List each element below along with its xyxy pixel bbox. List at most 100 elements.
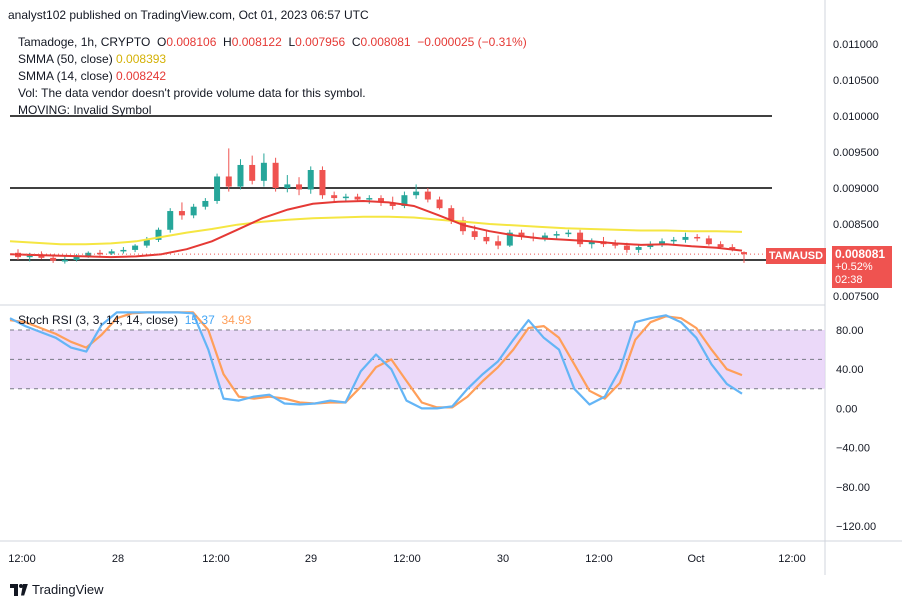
time-tick-label: 30: [497, 553, 509, 565]
candle-body: [284, 184, 291, 188]
candle-body: [214, 176, 221, 201]
candle-body: [541, 235, 548, 239]
candle-body: [108, 251, 115, 254]
low-value: 0.007956: [295, 35, 346, 49]
time-tick-label: Oct: [687, 553, 704, 565]
candle-body: [448, 208, 455, 221]
candle-body: [319, 170, 326, 196]
smma50-legend: SMMA (50, close) 0.008393: [18, 52, 167, 66]
ohlc-legend: Tamadoge, 1h, CRYPTO O0.008106 H0.008122…: [18, 35, 527, 49]
candle-body: [237, 164, 244, 187]
time-tick-label: 12:00: [202, 553, 230, 565]
candle-body: [378, 198, 384, 203]
price-tag-change: +0.52%: [835, 261, 873, 273]
candle-body: [401, 195, 408, 206]
stoch-k-line: [9, 311, 743, 410]
candle-body: [50, 257, 57, 261]
candle-body: [670, 239, 677, 242]
candle-body: [553, 234, 560, 236]
candle-body: [155, 229, 162, 240]
symbol-tag: TAMAUSD: [766, 248, 826, 264]
change-value: −0.000025 (−0.31%): [417, 35, 527, 49]
stoch-tick-label: −40.00: [836, 443, 870, 455]
time-tick-label: 12:00: [778, 553, 806, 565]
price-tag-countdown: 02:38: [835, 274, 863, 286]
open-value: 0.008106: [166, 35, 217, 49]
candle-body: [612, 244, 619, 246]
time-tick-label: 12:00: [8, 553, 36, 565]
stoch-tick-label: 40.00: [836, 364, 864, 376]
candle-body: [120, 249, 127, 252]
candle-body: [717, 244, 724, 248]
candle-body: [354, 196, 361, 200]
price-tick-label: 0.010500: [833, 75, 879, 87]
candle-body: [38, 255, 45, 258]
candle-body: [260, 162, 267, 181]
symbol-label: Tamadoge, 1h, CRYPTO: [18, 35, 151, 49]
time-tick-label: 12:00: [393, 553, 421, 565]
volume-legend: Vol: The data vendor doesn't provide vol…: [18, 86, 366, 100]
candle-body: [565, 232, 572, 235]
smma14-legend: SMMA (14, close) 0.008242: [18, 69, 167, 83]
candle-body: [85, 252, 92, 257]
candle-body: [413, 191, 420, 196]
price-tick-label: 0.009500: [833, 147, 879, 159]
stoch-tick-label: −80.00: [836, 482, 870, 494]
stoch-d-value: 34.93: [221, 313, 252, 327]
candle-body: [588, 241, 595, 245]
stoch-legend: Stoch RSI (3, 3, 14, 14, close) 15.37 34…: [18, 313, 252, 327]
price-tag: 0.008081 +0.52% 02:38: [832, 246, 892, 288]
high-value: 0.008122: [231, 35, 282, 49]
candle-body: [307, 170, 314, 190]
candle-body: [483, 236, 490, 242]
close-value: 0.008081: [360, 35, 411, 49]
stoch-tick-label: 0.00: [836, 403, 857, 415]
stoch-k-value: 15.37: [184, 313, 215, 327]
stoch-band: [10, 330, 825, 389]
candle-body: [577, 232, 584, 245]
tradingview-logo-icon: [10, 583, 28, 596]
smma50-value: 0.008393: [116, 52, 167, 66]
candle-body: [249, 164, 256, 181]
publisher-line: analyst102 published on TradingView.com,…: [8, 8, 369, 22]
candle-body: [506, 232, 513, 246]
candle-body: [331, 195, 338, 199]
time-tick-label: 29: [305, 553, 317, 565]
price-tag-price: 0.008081: [835, 247, 886, 261]
candle-body: [132, 245, 139, 250]
tradingview-brand: TradingView: [10, 582, 104, 597]
candle-body: [623, 245, 630, 250]
candle-body: [436, 199, 443, 209]
candle-body: [682, 236, 689, 240]
candle-body: [178, 211, 185, 216]
candle-body: [190, 206, 197, 216]
smma50-line: [9, 215, 743, 246]
smma14-value: 0.008242: [116, 69, 167, 83]
candle-body: [705, 238, 712, 245]
stoch-tick-label: −120.00: [836, 521, 876, 533]
candle-body: [729, 247, 736, 250]
moving-legend: MOVING: Invalid Symbol: [18, 103, 152, 117]
candle-body: [296, 184, 303, 190]
candle-body: [61, 260, 68, 262]
price-tick-label: 0.009000: [833, 183, 879, 195]
price-tick-label: 0.011000: [833, 39, 878, 51]
candle-body: [389, 202, 396, 206]
candle-body: [471, 231, 478, 237]
candle-body: [225, 176, 232, 187]
smma14-line: [9, 199, 743, 259]
candle-body: [202, 200, 209, 207]
candle-body: [272, 162, 279, 188]
candle-body: [26, 255, 33, 258]
candle-body: [635, 247, 642, 250]
candle-body: [73, 256, 80, 260]
candle-body: [659, 241, 666, 245]
candle-body: [694, 236, 701, 239]
time-tick-label: 12:00: [585, 553, 613, 565]
candle-body: [741, 252, 747, 255]
price-tick-label: 0.007500: [833, 291, 879, 303]
candle-body: [96, 252, 103, 255]
stoch-tick-label: 80.00: [836, 325, 864, 337]
candle-body: [342, 196, 349, 199]
